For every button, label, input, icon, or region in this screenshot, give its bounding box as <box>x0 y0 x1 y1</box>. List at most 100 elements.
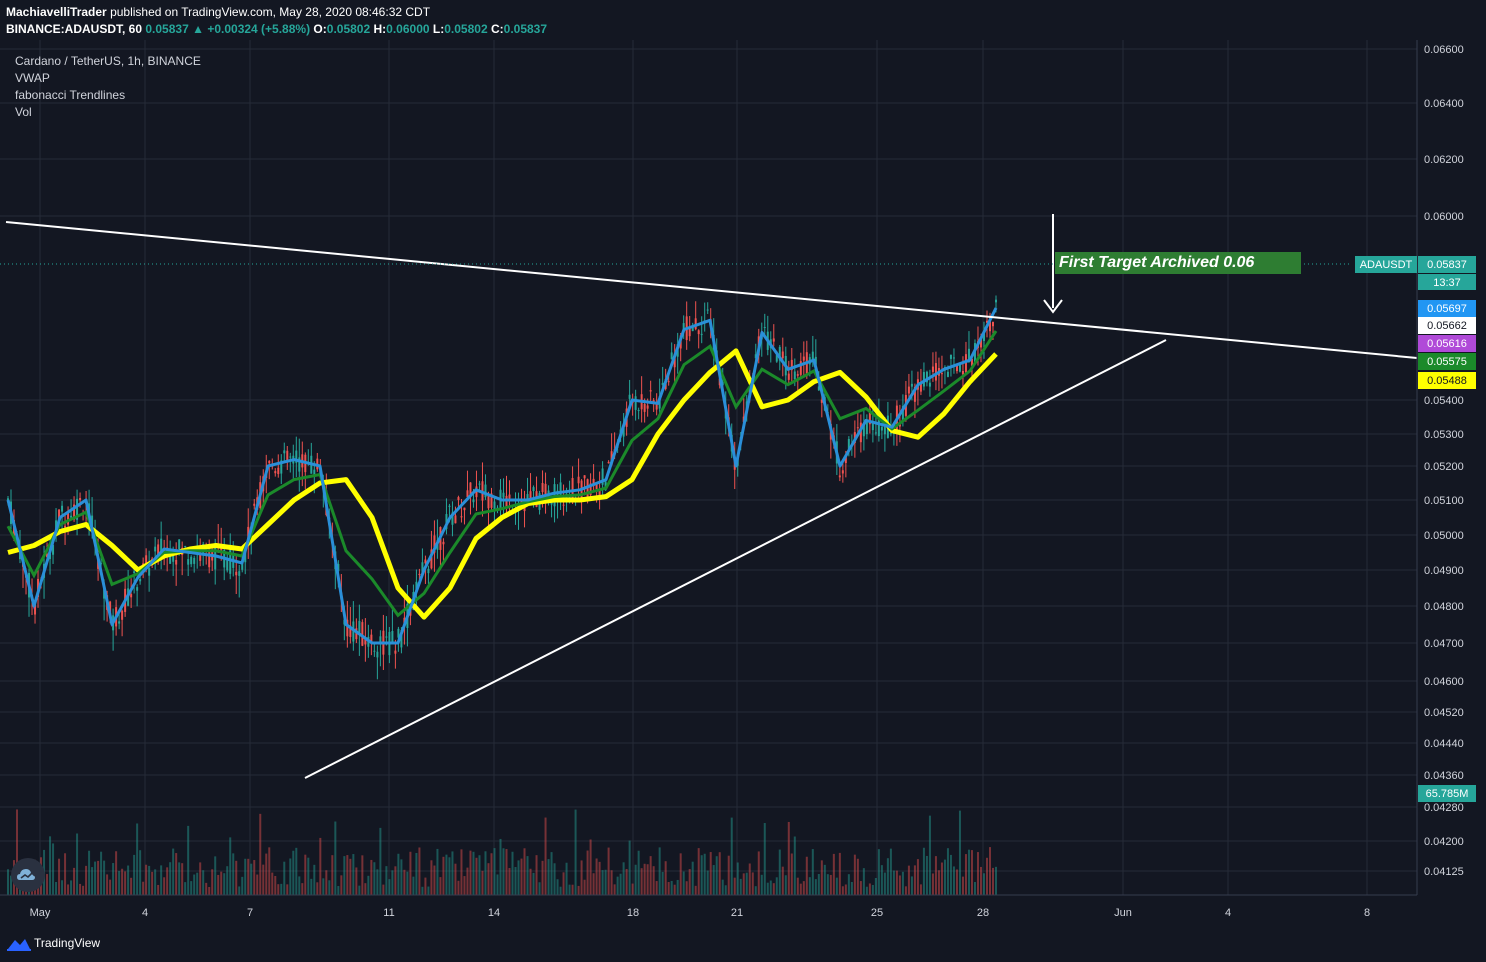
volume-bar <box>46 874 49 895</box>
candle-body <box>700 333 703 335</box>
candle-body <box>370 634 373 643</box>
published-text: published on TradingView.com, May 28, 20… <box>110 5 431 19</box>
volume-bar <box>571 884 574 895</box>
volume-bar <box>7 869 9 895</box>
candle-body <box>298 457 301 472</box>
volume-bar <box>973 882 976 895</box>
candle-body <box>46 554 49 558</box>
volume-bar <box>319 837 322 895</box>
candle-body <box>139 579 142 582</box>
candle-body <box>637 410 640 412</box>
candle-body <box>145 555 148 566</box>
volume-bars <box>7 809 997 895</box>
candle-body <box>577 476 580 484</box>
tradingview-logo-icon[interactable] <box>6 935 32 951</box>
volume-bar <box>259 813 262 895</box>
volume-bar <box>415 852 418 895</box>
volume-bar <box>772 883 775 895</box>
legend-volume[interactable]: Vol <box>15 105 32 119</box>
legend-vwap[interactable]: VWAP <box>15 71 50 85</box>
volume-bar <box>169 862 172 895</box>
volume-bar <box>931 873 934 895</box>
volume-bar <box>523 848 526 895</box>
volume-bar <box>466 867 469 895</box>
volume-bar <box>658 847 661 895</box>
candle-body <box>454 515 457 524</box>
descending-trendline <box>5 221 1418 359</box>
volume-bar <box>160 865 163 895</box>
volume-bar <box>895 870 898 895</box>
candle-body <box>76 498 79 520</box>
candle-body <box>901 405 904 423</box>
candle-body <box>457 497 460 500</box>
target-annotation[interactable]: First Target Archived 0.06 <box>1055 252 1301 274</box>
volume-bar <box>112 863 115 895</box>
candle-body <box>562 504 565 506</box>
volume-bar <box>298 876 301 895</box>
volume-bar <box>250 863 253 895</box>
volume-bar <box>187 825 190 895</box>
candle-body <box>469 482 472 497</box>
volume-bar <box>616 876 619 895</box>
candle-body <box>781 351 784 359</box>
volume-bar <box>340 875 343 895</box>
candle-body <box>595 483 598 489</box>
author-name[interactable]: MachiavelliTrader <box>6 5 107 19</box>
candle-body <box>541 482 544 493</box>
candle-body <box>175 559 178 565</box>
price-badge <box>1418 372 1476 389</box>
volume-bar <box>229 837 232 895</box>
scroll-to-realtime-button[interactable] <box>11 858 45 892</box>
candle-body <box>148 568 151 576</box>
volume-bar <box>64 853 67 895</box>
candle-body <box>838 475 841 478</box>
price-badge <box>1418 317 1476 334</box>
volume-bar <box>469 850 472 895</box>
volume-bar <box>379 827 382 895</box>
volume-bar <box>553 863 556 895</box>
volume-bar <box>766 882 769 895</box>
volume-bar <box>133 854 136 895</box>
legend-fib-trendlines[interactable]: fabonacci Trendlines <box>15 88 126 102</box>
volume-bar <box>52 843 55 895</box>
volume-bar <box>820 860 823 895</box>
legend-symbol[interactable]: Cardano / TetherUS, 1h, BINANCE <box>15 54 201 68</box>
price-chart[interactable]: 0.06600 0.06400 0.06200 0.06000 0.05400 0.053… <box>0 40 1486 928</box>
candle-body <box>889 433 892 435</box>
volume-bar <box>823 864 826 895</box>
volume-bar <box>304 854 307 895</box>
candle-body <box>385 636 388 638</box>
y-tick-label: 0.04600 <box>1424 676 1464 688</box>
volume-bar <box>805 856 808 895</box>
tradingview-brand[interactable]: TradingView <box>34 936 101 950</box>
volume-bar <box>445 854 448 895</box>
candle-body <box>253 503 256 506</box>
volume-bar <box>508 868 511 895</box>
high-label: H: <box>373 22 387 36</box>
volume-bar <box>916 859 919 895</box>
volume-bar <box>850 882 853 895</box>
candle-body <box>793 371 796 380</box>
candle-body <box>358 620 361 635</box>
candle-body <box>424 559 427 564</box>
volume-bar <box>883 872 886 895</box>
volume-bar <box>733 877 736 895</box>
candle-body <box>985 320 988 323</box>
volume-bar <box>217 874 220 895</box>
volume-bar <box>115 851 118 895</box>
candle-body <box>34 603 37 615</box>
volume-bar <box>277 884 280 895</box>
volume-bar <box>211 869 214 895</box>
volume-bar <box>427 886 430 895</box>
volume-bar <box>496 874 499 895</box>
volume-bar <box>289 858 292 895</box>
volume-bar <box>235 860 238 895</box>
candle-body <box>184 546 187 548</box>
candle-body <box>421 562 424 576</box>
candle-body <box>430 549 433 569</box>
x-tick-label: 28 <box>977 907 989 919</box>
volume-bar <box>367 875 370 895</box>
candle-body <box>907 386 910 394</box>
volume-bar <box>148 865 151 895</box>
candle-body <box>238 571 241 576</box>
